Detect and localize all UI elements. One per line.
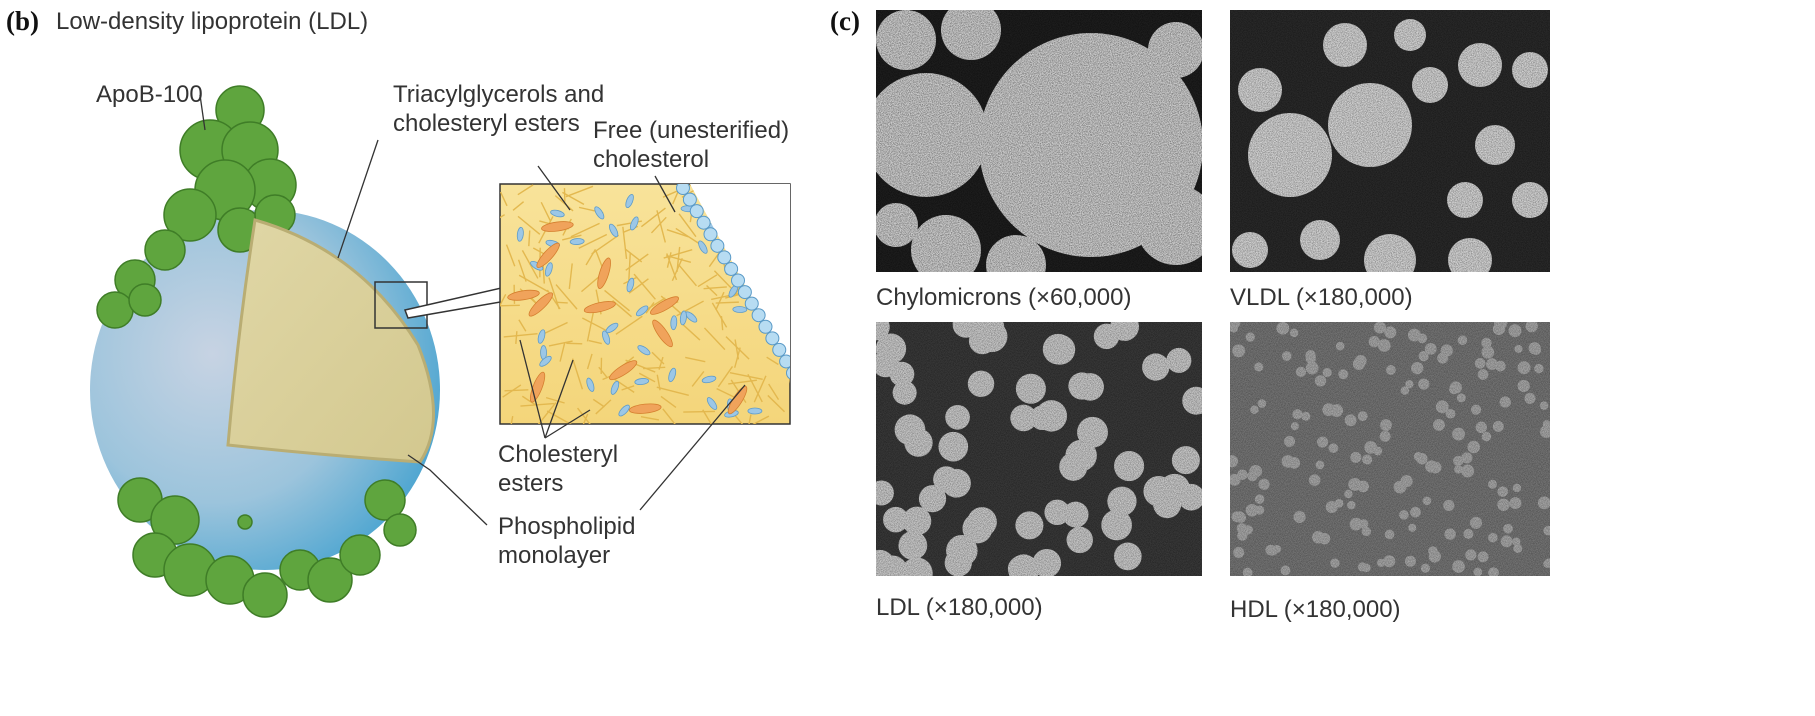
phospholipid-label-line2: monolayer bbox=[498, 542, 611, 569]
triacylglycerols-label-line2: cholesteryl esters bbox=[393, 110, 580, 137]
panel-c-letter: (c) bbox=[830, 6, 860, 36]
ldl-caption: LDL (×180,000) bbox=[876, 594, 1043, 621]
micrograph-vldl bbox=[1230, 10, 1550, 272]
panel-b-title: Low-density lipoprotein (LDL) bbox=[56, 8, 369, 35]
apob-protein-top bbox=[96, 85, 297, 329]
hdl-caption: HDL (×180,000) bbox=[1230, 596, 1401, 623]
vldl-caption: VLDL (×180,000) bbox=[1230, 284, 1413, 311]
free-cholesterol-label-line2: cholesterol bbox=[593, 146, 710, 173]
panel-b-letter: (b) bbox=[6, 6, 39, 36]
micrograph-hdl bbox=[1230, 322, 1550, 576]
micrograph-chylomicrons bbox=[876, 10, 1202, 272]
core-wedge bbox=[226, 218, 435, 464]
phospholipid-label-line1: Phospholipid bbox=[498, 513, 636, 540]
cholesteryl-esters-label-line1: Cholesteryl bbox=[498, 441, 619, 468]
cholesteryl-esters-label-line2: esters bbox=[498, 470, 564, 497]
free-cholesterol-label-line1: Free (unesterified) bbox=[593, 117, 790, 144]
apob-label: ApoB-100 bbox=[96, 81, 203, 108]
micrograph-ldl bbox=[876, 322, 1202, 576]
chylomicrons-caption: Chylomicrons (×60,000) bbox=[876, 284, 1132, 311]
apob-protein-bottom bbox=[117, 477, 417, 618]
triacylglycerols-label-line1: Triacylglycerols and bbox=[393, 81, 605, 108]
